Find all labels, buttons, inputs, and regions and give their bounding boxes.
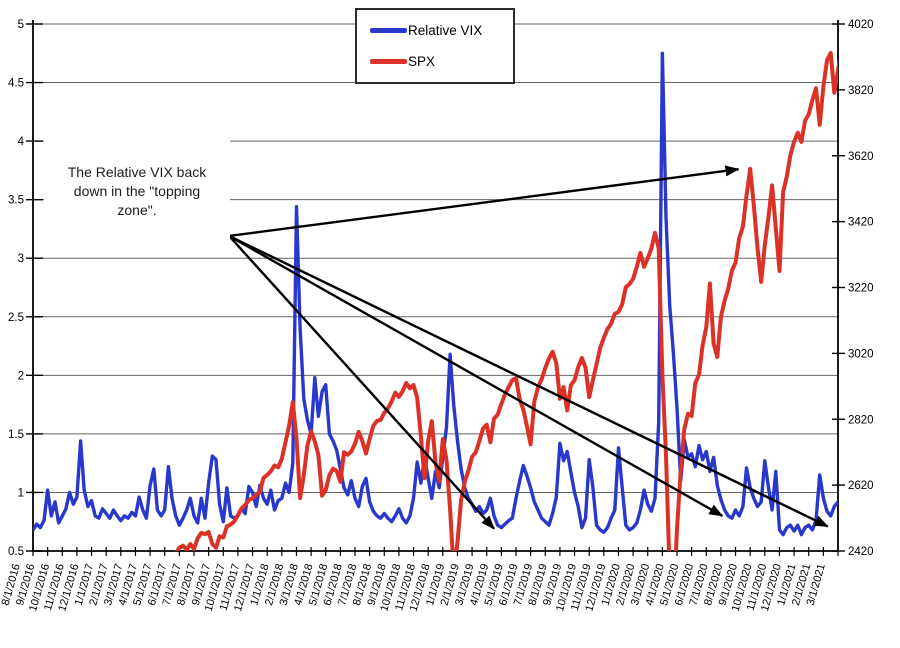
left-axis-tick-label: 2 [18, 370, 24, 382]
axis-labels: 0.5 1 1.5 2 2.5 3 3.5 4 4.5 5 2420 2620 2820 3020 3220… [0, 19, 874, 613]
right-axis-tick-label: 3220 [848, 283, 874, 295]
right-axis-tick-label: 2620 [848, 480, 874, 492]
left-axis-tick-label: 3.5 [8, 195, 24, 207]
left-axis-tick-label: 5 [18, 19, 24, 31]
legend-item-spx: SPX [370, 54, 513, 69]
gridlines [33, 23, 838, 493]
right-axis-tick-label: 3020 [848, 348, 874, 360]
annotation-line-1: The Relative VIX back [67, 163, 207, 180]
relative-vix-label: Relative VIX [408, 23, 483, 38]
legend-item-relative-vix: Relative VIX [370, 23, 513, 38]
left-axis-tick-label: 1.5 [8, 429, 24, 441]
spx-label: SPX [408, 54, 436, 69]
right-axis-tick-label: 2820 [848, 414, 874, 426]
left-axis-tick-label: 4 [18, 136, 25, 148]
axes [32, 20, 839, 552]
left-axis-tick-label: 1 [18, 487, 24, 499]
right-axis-tick-label: 3620 [848, 151, 874, 163]
annotation-arrow [228, 234, 724, 517]
spx-swatch [370, 59, 407, 64]
annotation-arrow [228, 165, 740, 238]
right-axis-tick-label: 2420 [848, 546, 874, 558]
annotation-arrow [228, 235, 495, 530]
relative-vix-swatch [370, 28, 407, 33]
left-axis-tick-label: 3 [18, 253, 24, 265]
left-axis-tick-label: 4.5 [8, 78, 24, 90]
left-axis-tick-label: 0.5 [8, 546, 24, 558]
annotation-arrow [228, 234, 829, 528]
left-axis-tick-label: 2.5 [8, 312, 24, 324]
data-series [33, 51, 838, 551]
right-axis-tick-label: 3820 [848, 85, 874, 97]
annotation-arrows [228, 165, 829, 530]
relative-vix-line [33, 51, 838, 537]
annotation-line-2: down in the "topping [73, 182, 201, 199]
right-axis-tick-label: 4020 [848, 19, 874, 31]
annotation-line-3: zone". [117, 201, 157, 218]
right-axis-tick-label: 3420 [848, 217, 874, 229]
legend: Relative VIX SPX [355, 8, 515, 84]
annotation-textbox: The Relative VIX back down in the "toppi… [44, 138, 230, 244]
spx-line [174, 51, 838, 551]
